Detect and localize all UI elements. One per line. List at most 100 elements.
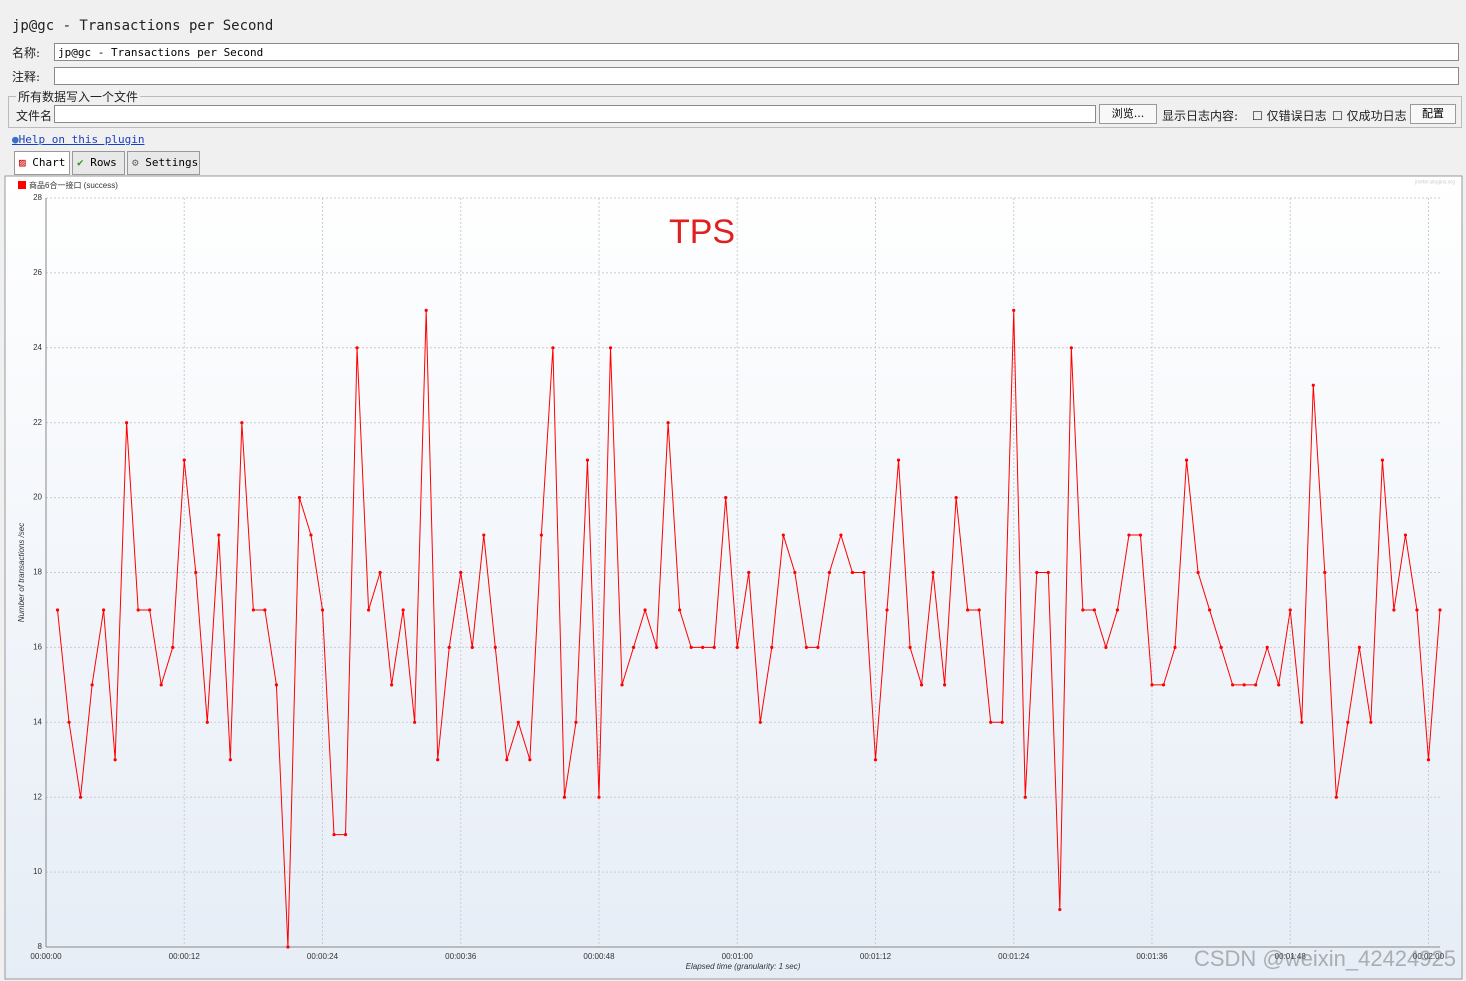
y-tick-label: 22 — [33, 418, 42, 427]
data-point — [217, 533, 221, 537]
data-point — [274, 683, 279, 687]
data-point — [643, 608, 647, 612]
y-tick-label: 8 — [38, 942, 43, 951]
y-tick-label: 10 — [33, 867, 42, 876]
success-only-checkbox[interactable]: ☐ 仅成功日志 — [1332, 109, 1407, 123]
data-point — [1265, 645, 1269, 650]
data-point — [171, 645, 175, 650]
data-point — [1138, 533, 1143, 537]
data-point — [804, 645, 808, 650]
data-point — [447, 645, 451, 650]
credit: jmeter-plugins.org — [1414, 179, 1455, 185]
data-point — [1288, 608, 1292, 612]
data-point — [1403, 533, 1408, 537]
tab-chart[interactable]: ▨ Chart — [14, 151, 70, 175]
log-label: 显示日志内容: — [1162, 109, 1239, 123]
data-point — [263, 608, 267, 612]
data-point — [1242, 683, 1246, 687]
tab-rows[interactable]: ✔ Rows — [72, 151, 125, 175]
data-point — [90, 683, 94, 687]
data-point — [816, 645, 820, 650]
data-point — [954, 496, 958, 500]
data-point — [413, 720, 417, 724]
file-input[interactable] — [54, 105, 1096, 123]
y-tick-label: 16 — [33, 643, 42, 652]
data-point — [309, 533, 313, 537]
data-point — [1196, 570, 1200, 575]
data-point — [562, 795, 567, 799]
data-point — [678, 608, 682, 612]
data-point — [1184, 458, 1189, 462]
tab-settings[interactable]: ⚙ Settings — [127, 151, 200, 175]
data-point — [1092, 608, 1096, 612]
data-point — [1115, 608, 1120, 612]
data-point — [1311, 383, 1315, 387]
data-point — [1012, 308, 1016, 312]
data-point — [1254, 683, 1258, 687]
data-point — [989, 720, 993, 724]
data-point — [689, 645, 693, 650]
file-group — [8, 96, 1462, 128]
data-point — [701, 645, 705, 650]
y-tick-label: 14 — [33, 717, 42, 726]
x-tick-label: 00:01:00 — [722, 952, 754, 961]
file-group-title: 所有数据写入一个文件 — [16, 88, 141, 105]
data-point — [78, 795, 83, 799]
data-point — [654, 645, 659, 650]
x-tick-label: 00:01:48 — [1275, 952, 1307, 961]
x-axis-label: Elapsed time (granularity: 1 sec) — [686, 962, 801, 971]
data-point — [977, 608, 981, 612]
tab-label: Chart — [32, 156, 66, 169]
data-point — [1023, 795, 1027, 799]
data-point — [159, 683, 163, 687]
data-point — [355, 346, 359, 350]
data-point — [839, 533, 843, 537]
data-point — [862, 570, 866, 575]
data-point — [1104, 645, 1108, 650]
comment-input[interactable] — [54, 67, 1459, 85]
data-point — [666, 421, 670, 425]
data-point — [1415, 608, 1419, 612]
x-tick-label: 00:00:24 — [307, 952, 339, 961]
data-point — [286, 945, 290, 949]
data-point — [943, 683, 947, 687]
data-point — [919, 683, 924, 687]
data-point — [528, 758, 532, 762]
annotation: TPS — [669, 213, 735, 251]
name-input[interactable]: jp@gc - Transactions per Second — [54, 43, 1459, 61]
tab-label: Settings — [145, 156, 199, 169]
errors-only-label: 仅错误日志 — [1266, 109, 1327, 123]
data-point — [1000, 720, 1004, 724]
data-point — [1127, 533, 1131, 537]
data-point — [343, 833, 348, 837]
data-point — [793, 570, 797, 575]
data-point — [332, 833, 336, 837]
data-point — [1046, 570, 1050, 575]
x-tick-label: 00:01:12 — [860, 952, 892, 961]
data-point — [735, 645, 739, 650]
data-point — [67, 720, 71, 724]
x-tick-label: 00:00:12 — [169, 952, 201, 961]
data-point — [1035, 570, 1039, 575]
data-point — [1150, 683, 1154, 687]
browse-button[interactable]: 浏览... — [1099, 104, 1157, 124]
data-point — [1219, 645, 1223, 650]
x-tick-label: 00:00:36 — [445, 952, 477, 961]
errors-only-checkbox[interactable]: ☐ 仅错误日志 — [1252, 109, 1327, 123]
data-point — [390, 683, 394, 687]
data-point — [102, 608, 106, 612]
data-point — [55, 608, 60, 612]
data-point — [551, 346, 555, 350]
configure-button[interactable]: 配置 — [1410, 104, 1456, 124]
success-only-label: 仅成功日志 — [1346, 109, 1407, 123]
x-tick-label: 00:02:00 — [1413, 952, 1445, 961]
help-link[interactable]: ●Help on this plugin — [12, 133, 145, 146]
data-point — [781, 533, 785, 537]
watermark: CSDN @weixin_42424925 — [1194, 946, 1456, 971]
x-tick-label: 00:00:48 — [583, 952, 615, 961]
chart-panel — [4, 175, 1463, 980]
data-point — [1173, 645, 1177, 650]
data-point — [1058, 907, 1062, 912]
data-point — [125, 421, 129, 425]
data-point — [1277, 683, 1281, 687]
